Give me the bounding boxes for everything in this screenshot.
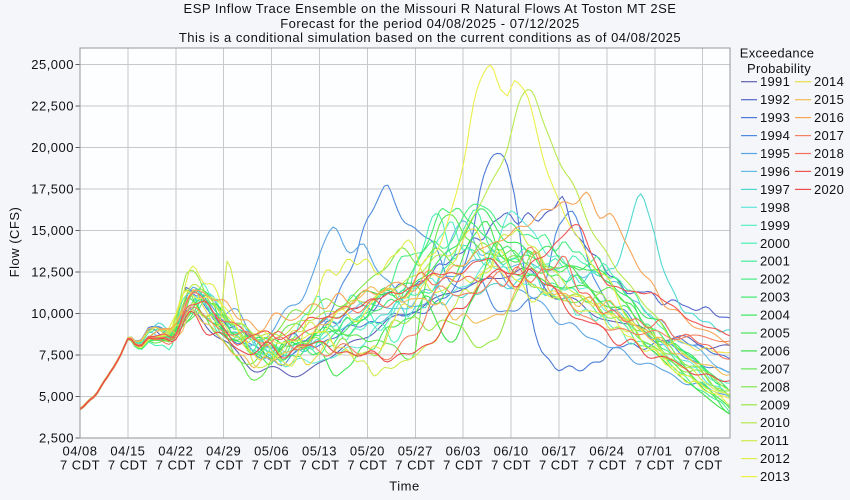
svg-text:2001: 2001 — [760, 254, 790, 269]
svg-text:05/06: 05/06 — [254, 444, 289, 459]
svg-text:06/17: 06/17 — [541, 444, 576, 459]
svg-text:5,000: 5,000 — [39, 389, 74, 404]
svg-text:1993: 1993 — [760, 110, 790, 125]
svg-text:2002: 2002 — [760, 272, 790, 287]
svg-text:2004: 2004 — [760, 308, 790, 323]
svg-text:2017: 2017 — [814, 128, 844, 143]
svg-text:05/20: 05/20 — [350, 444, 385, 459]
svg-text:2019: 2019 — [814, 164, 844, 179]
svg-text:7 CDT: 7 CDT — [60, 458, 100, 473]
svg-text:Exceedance: Exceedance — [740, 46, 815, 61]
svg-text:7 CDT: 7 CDT — [635, 458, 675, 473]
svg-text:7 CDT: 7 CDT — [204, 458, 244, 473]
svg-text:2000: 2000 — [760, 236, 790, 251]
svg-text:1997: 1997 — [760, 182, 790, 197]
svg-text:2,500: 2,500 — [39, 431, 74, 446]
svg-text:7 CDT: 7 CDT — [539, 458, 579, 473]
svg-text:2008: 2008 — [760, 379, 790, 394]
svg-text:05/27: 05/27 — [398, 444, 433, 459]
svg-text:7 CDT: 7 CDT — [108, 458, 148, 473]
svg-text:25,000: 25,000 — [31, 57, 74, 72]
svg-text:1995: 1995 — [760, 146, 790, 161]
svg-text:20,000: 20,000 — [31, 140, 74, 155]
svg-text:2011: 2011 — [760, 433, 789, 448]
svg-text:Flow (CFS): Flow (CFS) — [7, 207, 22, 278]
svg-text:04/08: 04/08 — [62, 444, 97, 459]
svg-text:2005: 2005 — [760, 326, 790, 341]
svg-text:2007: 2007 — [760, 361, 790, 376]
svg-text:1994: 1994 — [760, 128, 790, 143]
svg-text:2015: 2015 — [814, 92, 844, 107]
svg-text:22,500: 22,500 — [31, 99, 74, 114]
svg-text:2009: 2009 — [760, 397, 790, 412]
svg-text:1996: 1996 — [760, 164, 790, 179]
svg-text:2014: 2014 — [814, 74, 844, 89]
svg-text:7 CDT: 7 CDT — [587, 458, 627, 473]
svg-text:Time: Time — [389, 479, 419, 494]
svg-text:This is a conditional simulati: This is a conditional simulation based o… — [179, 30, 681, 45]
svg-text:04/22: 04/22 — [158, 444, 193, 459]
svg-text:1999: 1999 — [760, 218, 790, 233]
svg-text:2018: 2018 — [814, 146, 844, 161]
svg-text:06/10: 06/10 — [494, 444, 529, 459]
svg-text:07/01: 07/01 — [637, 444, 672, 459]
svg-text:04/29: 04/29 — [206, 444, 241, 459]
svg-text:ESP Inflow Trace Ensemble on t: ESP Inflow Trace Ensemble on the Missour… — [184, 1, 677, 16]
svg-text:1991: 1991 — [760, 74, 790, 89]
svg-text:04/15: 04/15 — [110, 444, 145, 459]
svg-text:7,500: 7,500 — [39, 348, 74, 363]
svg-text:Probability: Probability — [747, 61, 811, 76]
svg-text:7 CDT: 7 CDT — [395, 458, 435, 473]
svg-text:7 CDT: 7 CDT — [299, 458, 339, 473]
svg-text:17,500: 17,500 — [31, 182, 74, 197]
svg-text:7 CDT: 7 CDT — [156, 458, 196, 473]
svg-text:1992: 1992 — [760, 92, 790, 107]
svg-text:12,500: 12,500 — [31, 265, 74, 280]
svg-text:2016: 2016 — [814, 110, 844, 125]
svg-text:2003: 2003 — [760, 290, 790, 305]
svg-text:2020: 2020 — [814, 182, 844, 197]
svg-text:1998: 1998 — [760, 200, 790, 215]
svg-text:7 CDT: 7 CDT — [443, 458, 483, 473]
svg-text:05/13: 05/13 — [302, 444, 337, 459]
svg-text:2013: 2013 — [760, 469, 790, 484]
svg-text:7 CDT: 7 CDT — [252, 458, 292, 473]
svg-text:Forecast for the period 04/08/: Forecast for the period 04/08/2025 - 07/… — [280, 16, 580, 31]
svg-text:10,000: 10,000 — [31, 306, 74, 321]
svg-text:06/24: 06/24 — [589, 444, 624, 459]
svg-text:2012: 2012 — [760, 451, 790, 466]
svg-text:7 CDT: 7 CDT — [347, 458, 387, 473]
svg-text:15,000: 15,000 — [31, 223, 74, 238]
svg-text:2006: 2006 — [760, 343, 790, 358]
svg-text:2010: 2010 — [760, 415, 790, 430]
svg-text:7 CDT: 7 CDT — [491, 458, 531, 473]
svg-text:06/03: 06/03 — [446, 444, 481, 459]
svg-text:7 CDT: 7 CDT — [683, 458, 723, 473]
svg-text:07/08: 07/08 — [685, 444, 720, 459]
